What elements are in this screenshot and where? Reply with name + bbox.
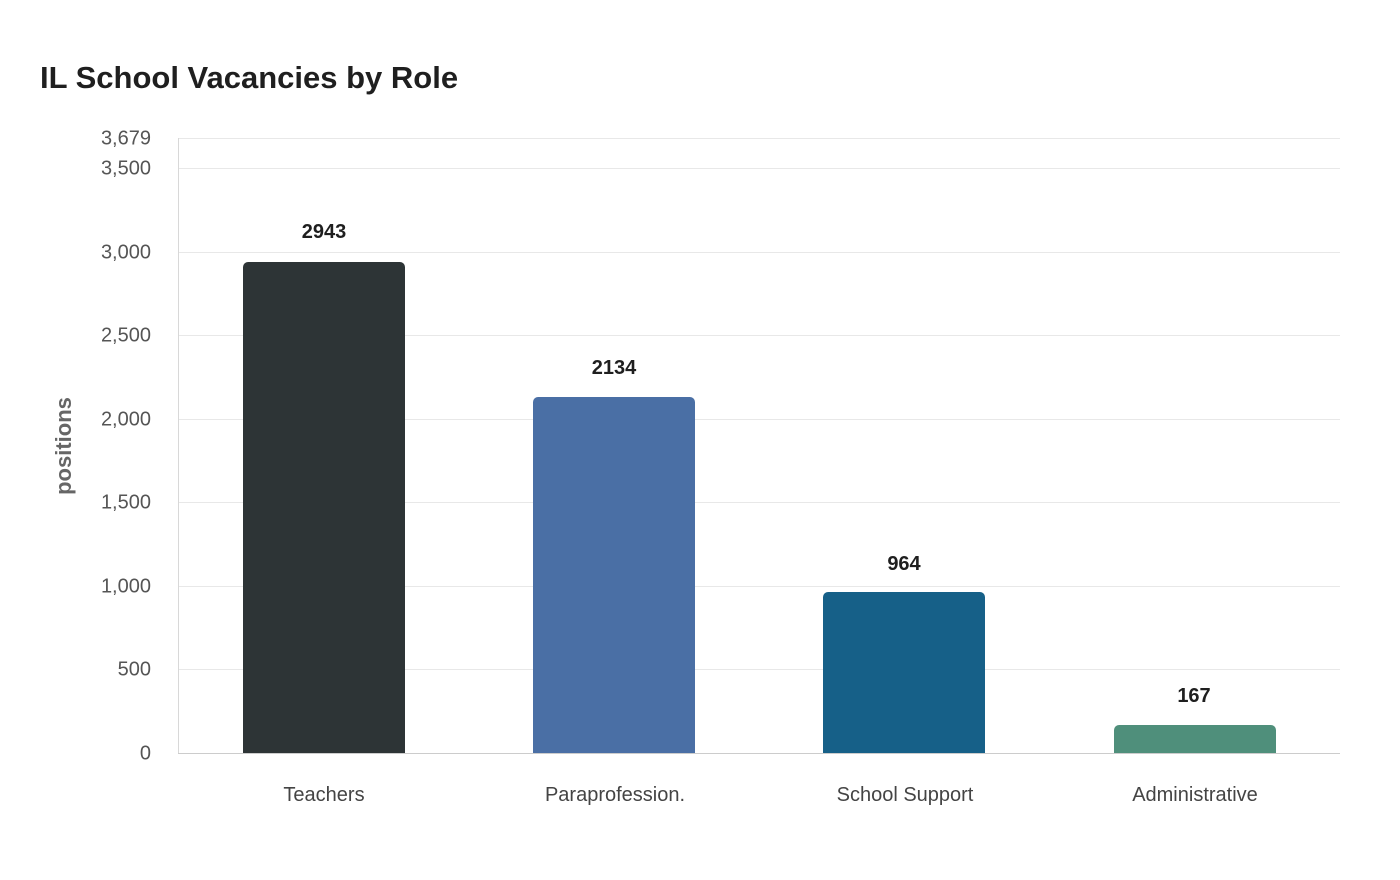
y-axis-line xyxy=(178,138,179,753)
bar-administrative[interactable] xyxy=(1114,725,1276,753)
chart-title: IL School Vacancies by Role xyxy=(40,60,459,95)
x-tick-teachers: Teachers xyxy=(283,784,365,806)
y-tick: 3,500 xyxy=(100,157,151,180)
bar-paraprofessionals[interactable] xyxy=(533,397,695,753)
y-tick: 1,500 xyxy=(100,491,151,514)
value-label-paraprofessionals: 2134 xyxy=(591,357,637,379)
gridline xyxy=(178,168,1340,169)
bar-school-support[interactable] xyxy=(823,592,985,753)
y-tick: 500 xyxy=(117,658,151,681)
value-label-teachers: 2943 xyxy=(301,221,347,243)
y-tick: 3,000 xyxy=(100,241,151,264)
y-tick: 2,000 xyxy=(100,408,151,431)
y-tick: 3,679 xyxy=(100,127,151,150)
y-tick: 0 xyxy=(139,742,151,765)
y-tick: 2,500 xyxy=(100,324,151,347)
gridline xyxy=(178,502,1340,503)
gridline xyxy=(178,138,1340,139)
x-tick-paraprofessionals: Paraprofession. xyxy=(544,784,686,806)
bar-teachers[interactable] xyxy=(243,262,405,753)
gridline xyxy=(178,586,1340,587)
value-label-school-support: 964 xyxy=(887,553,921,575)
value-label-administrative: 167 xyxy=(1177,685,1211,707)
gridline xyxy=(178,419,1340,420)
x-axis-line xyxy=(178,753,1340,754)
x-tick-administrative: Administrative xyxy=(1132,784,1258,806)
gridline xyxy=(178,252,1340,253)
gridline xyxy=(178,335,1340,336)
gridline xyxy=(178,669,1340,670)
y-tick: 1,000 xyxy=(100,575,151,598)
x-tick-school-support: School Support xyxy=(836,784,974,806)
